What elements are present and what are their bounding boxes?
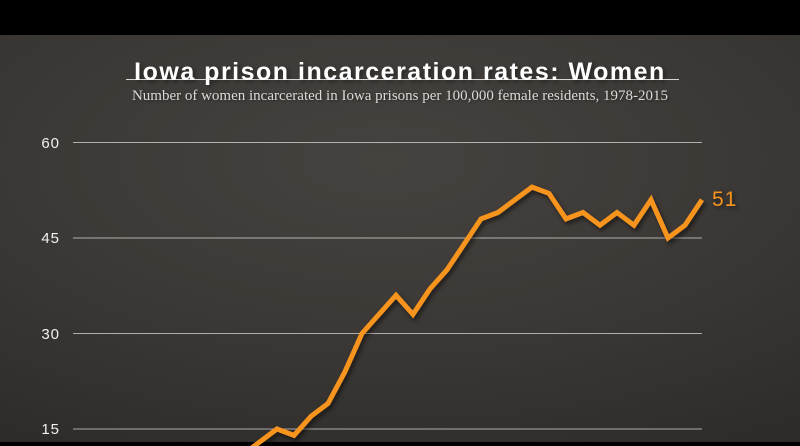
y-axis-tick-45: 45 xyxy=(41,230,60,247)
letterbox-top-bar xyxy=(0,0,800,35)
y-axis-tick-15: 15 xyxy=(41,421,60,438)
y-axis-tick-60: 60 xyxy=(41,135,60,152)
gridlines-group xyxy=(73,142,702,430)
title-separator xyxy=(126,79,679,80)
chart-title: Iowa prison incarceration rates: Women xyxy=(134,57,666,86)
end-value-label: 51 xyxy=(712,188,737,211)
chart-subtitle: Number of women incarcerated in Iowa pri… xyxy=(131,88,669,104)
incarceration-rate-line xyxy=(250,184,705,446)
letterbox-bottom-bar xyxy=(0,442,800,446)
y-axis-tick-30: 30 xyxy=(41,326,60,343)
